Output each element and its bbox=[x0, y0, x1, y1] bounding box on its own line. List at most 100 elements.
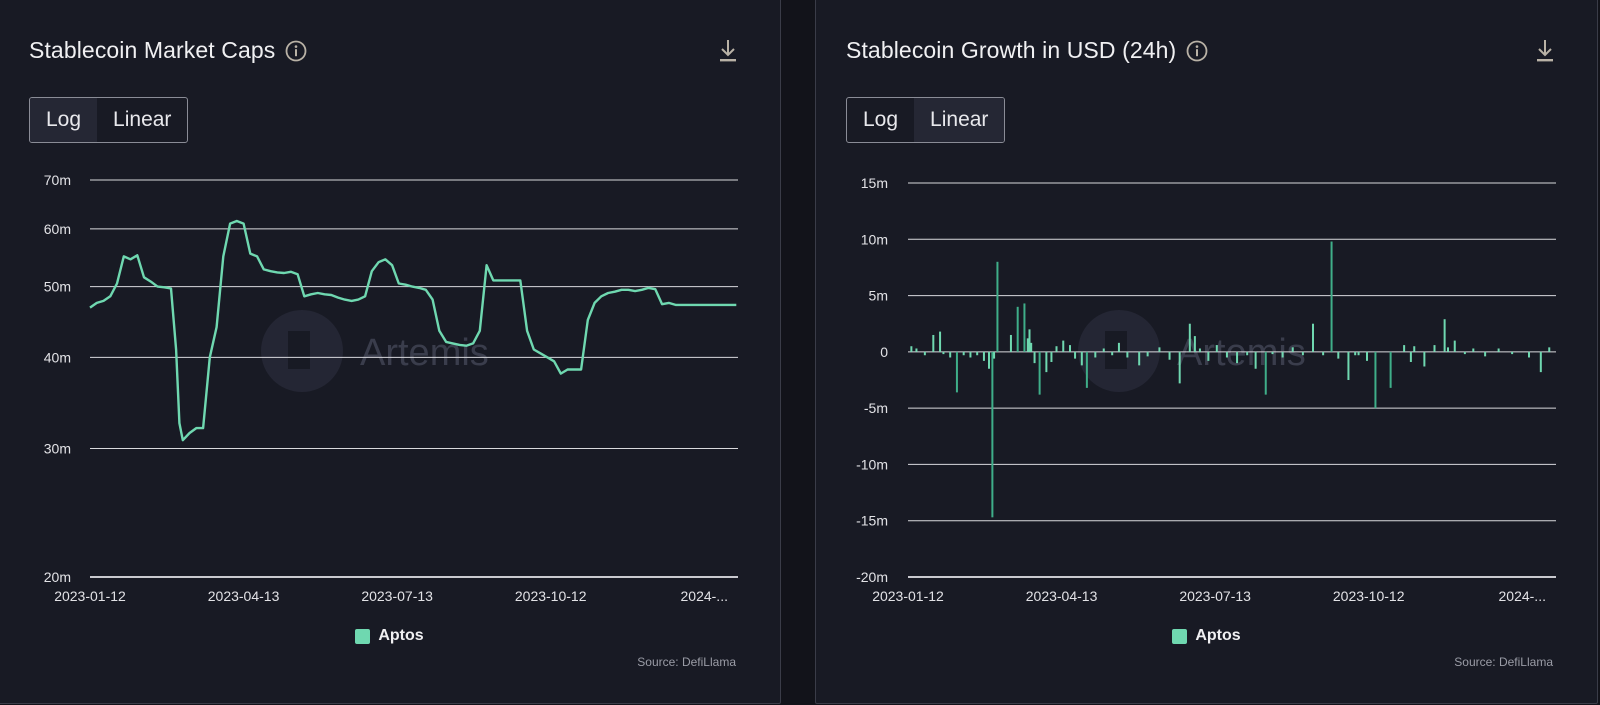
x-tick-label: 2023-10-12 bbox=[1333, 588, 1405, 604]
watermark-text: Artemis bbox=[1177, 332, 1306, 374]
bar bbox=[1086, 352, 1088, 388]
x-tick-label: 2023-04-13 bbox=[208, 588, 280, 604]
bar bbox=[932, 335, 934, 352]
bar bbox=[1069, 345, 1071, 352]
bar bbox=[1118, 343, 1120, 352]
bar bbox=[1126, 352, 1128, 358]
bar bbox=[1447, 347, 1449, 352]
bar bbox=[1444, 319, 1446, 352]
bar bbox=[949, 352, 951, 358]
legend-swatch bbox=[355, 629, 370, 644]
bar bbox=[915, 348, 917, 351]
bar bbox=[1226, 352, 1228, 358]
source-label: Source: DefiLlama bbox=[1454, 655, 1553, 669]
x-tick-label: 2023-10-12 bbox=[515, 588, 587, 604]
bar bbox=[956, 352, 958, 393]
bar bbox=[1062, 341, 1064, 352]
bar bbox=[1147, 352, 1149, 357]
bar bbox=[910, 346, 912, 352]
bar bbox=[1216, 345, 1218, 352]
bar bbox=[1094, 352, 1096, 358]
bar bbox=[988, 352, 990, 369]
bar bbox=[1454, 341, 1456, 352]
bar bbox=[991, 352, 993, 517]
bar bbox=[996, 262, 998, 352]
x-tick-label: 2023-01-12 bbox=[872, 588, 944, 604]
y-tick-label: 20m bbox=[44, 569, 71, 585]
source-label: Source: DefiLlama bbox=[637, 655, 736, 669]
bar bbox=[1169, 352, 1171, 360]
y-tick-label: 10m bbox=[861, 231, 888, 247]
bar bbox=[1158, 347, 1160, 352]
bar bbox=[1265, 352, 1267, 395]
bar bbox=[983, 352, 985, 361]
bar bbox=[1074, 352, 1076, 359]
bar bbox=[1374, 352, 1376, 408]
bar bbox=[1255, 352, 1257, 369]
y-tick-label: -15m bbox=[856, 513, 888, 529]
bar bbox=[1403, 345, 1405, 352]
y-tick-label: 70m bbox=[44, 172, 71, 188]
x-tick-label: 2024-... bbox=[681, 588, 728, 604]
bar bbox=[1010, 335, 1012, 352]
bar bbox=[1331, 242, 1333, 352]
bar bbox=[1050, 352, 1052, 362]
bar bbox=[1111, 352, 1113, 355]
bar bbox=[1023, 303, 1025, 351]
growth-panel: Stablecoin Growth in USD (24h) Log Linea… bbox=[815, 0, 1598, 704]
bar bbox=[1366, 352, 1368, 361]
bar bbox=[1034, 352, 1036, 363]
x-tick-label: 2023-07-13 bbox=[361, 588, 433, 604]
y-tick-label: 5m bbox=[869, 288, 888, 304]
bar bbox=[1390, 352, 1392, 388]
bar bbox=[924, 352, 926, 355]
watermark-logo-mark bbox=[288, 331, 310, 369]
bar bbox=[1540, 352, 1542, 372]
bar bbox=[1511, 352, 1513, 354]
x-tick-label: 2023-07-13 bbox=[1179, 588, 1251, 604]
y-tick-label: -10m bbox=[856, 456, 888, 472]
bar bbox=[1302, 352, 1304, 355]
bar bbox=[1017, 307, 1019, 352]
bar bbox=[1138, 352, 1140, 366]
bar bbox=[969, 352, 971, 358]
bar bbox=[1337, 352, 1339, 359]
y-tick-label: -5m bbox=[864, 400, 888, 416]
y-tick-label: 0 bbox=[880, 344, 888, 360]
bar bbox=[1199, 348, 1201, 351]
bar bbox=[993, 352, 995, 359]
bar bbox=[1410, 352, 1412, 362]
bar bbox=[1292, 347, 1294, 352]
series-line-aptos bbox=[90, 221, 736, 440]
x-tick-label: 2023-01-12 bbox=[54, 588, 126, 604]
bar bbox=[942, 352, 944, 354]
bar bbox=[1548, 347, 1550, 352]
legend-swatch bbox=[1172, 629, 1187, 644]
growth-chart: Artemis -20m -15m -10m -5m 0 5m 10m 15m 2023-01-1… bbox=[816, 0, 1599, 705]
market-caps-panel: Stablecoin Market Caps Log Linear Artemi… bbox=[0, 0, 781, 704]
watermark: Artemis bbox=[1078, 310, 1306, 392]
bar bbox=[1246, 352, 1248, 355]
watermark-text: Artemis bbox=[360, 332, 489, 374]
bar bbox=[963, 352, 965, 355]
bar bbox=[976, 352, 978, 355]
bar bbox=[939, 332, 941, 352]
bar bbox=[1207, 352, 1209, 361]
legend: Aptos bbox=[0, 627, 780, 645]
bar bbox=[1039, 352, 1041, 395]
bar bbox=[1347, 352, 1349, 380]
y-tick-label: 60m bbox=[44, 221, 71, 237]
bar bbox=[1472, 348, 1474, 351]
y-tick-label: 30m bbox=[44, 441, 71, 457]
y-tick-label: -20m bbox=[856, 569, 888, 585]
bar bbox=[1081, 352, 1083, 366]
bar bbox=[1423, 352, 1425, 367]
legend-label: Aptos bbox=[1195, 627, 1240, 645]
bar bbox=[1484, 352, 1486, 357]
bar bbox=[1528, 352, 1530, 358]
y-tick-label: 40m bbox=[44, 349, 71, 365]
bar bbox=[1056, 346, 1058, 352]
bar bbox=[1194, 336, 1196, 352]
y-tick-label: 15m bbox=[861, 175, 888, 191]
